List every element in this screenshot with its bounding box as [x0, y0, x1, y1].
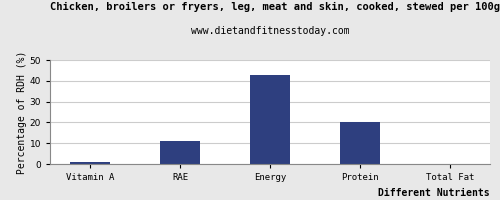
Bar: [70, 162, 110, 164]
Bar: [250, 75, 290, 164]
Text: Different Nutrients: Different Nutrients: [378, 188, 490, 198]
Text: Chicken, broilers or fryers, leg, meat and skin, cooked, stewed per 100g: Chicken, broilers or fryers, leg, meat a…: [50, 2, 500, 12]
Y-axis label: Percentage of RDH (%): Percentage of RDH (%): [16, 50, 26, 174]
Bar: [340, 122, 380, 164]
Text: www.dietandfitnesstoday.com: www.dietandfitnesstoday.com: [190, 26, 350, 36]
Bar: [160, 141, 200, 164]
